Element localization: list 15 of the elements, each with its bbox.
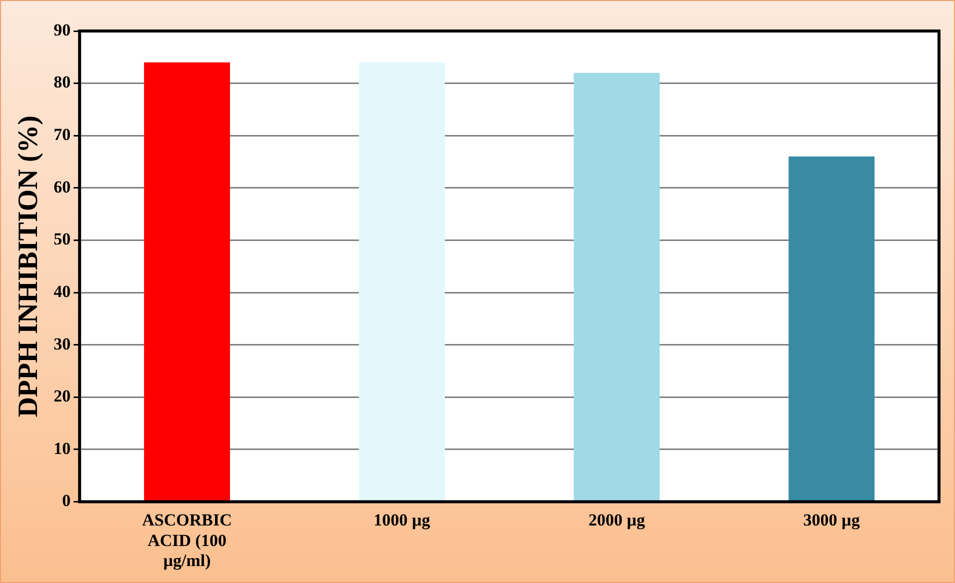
y-tick-label: 30 bbox=[54, 334, 71, 354]
x-tick-label: 1000 µg bbox=[374, 510, 431, 530]
y-tick-label: 40 bbox=[54, 282, 71, 301]
x-tick-label: 2000 µg bbox=[588, 510, 646, 530]
y-axis-title: DPPH INHIBITION (%) bbox=[13, 116, 44, 418]
x-tick-label: ASCORBIC ACID (100 µg/ml) bbox=[142, 510, 232, 570]
y-tick-label: 50 bbox=[54, 230, 71, 249]
y-tick-label: 60 bbox=[54, 177, 71, 196]
x-tick-label: 3000 µg bbox=[803, 510, 860, 530]
y-tick-label: 0 bbox=[62, 491, 71, 510]
y-tick-label: 20 bbox=[54, 386, 71, 406]
y-tick-label: 70 bbox=[54, 125, 71, 144]
y-tick-label: 10 bbox=[54, 438, 71, 458]
y-tick-label: 90 bbox=[54, 20, 71, 40]
y-tick-label: 80 bbox=[54, 72, 71, 92]
